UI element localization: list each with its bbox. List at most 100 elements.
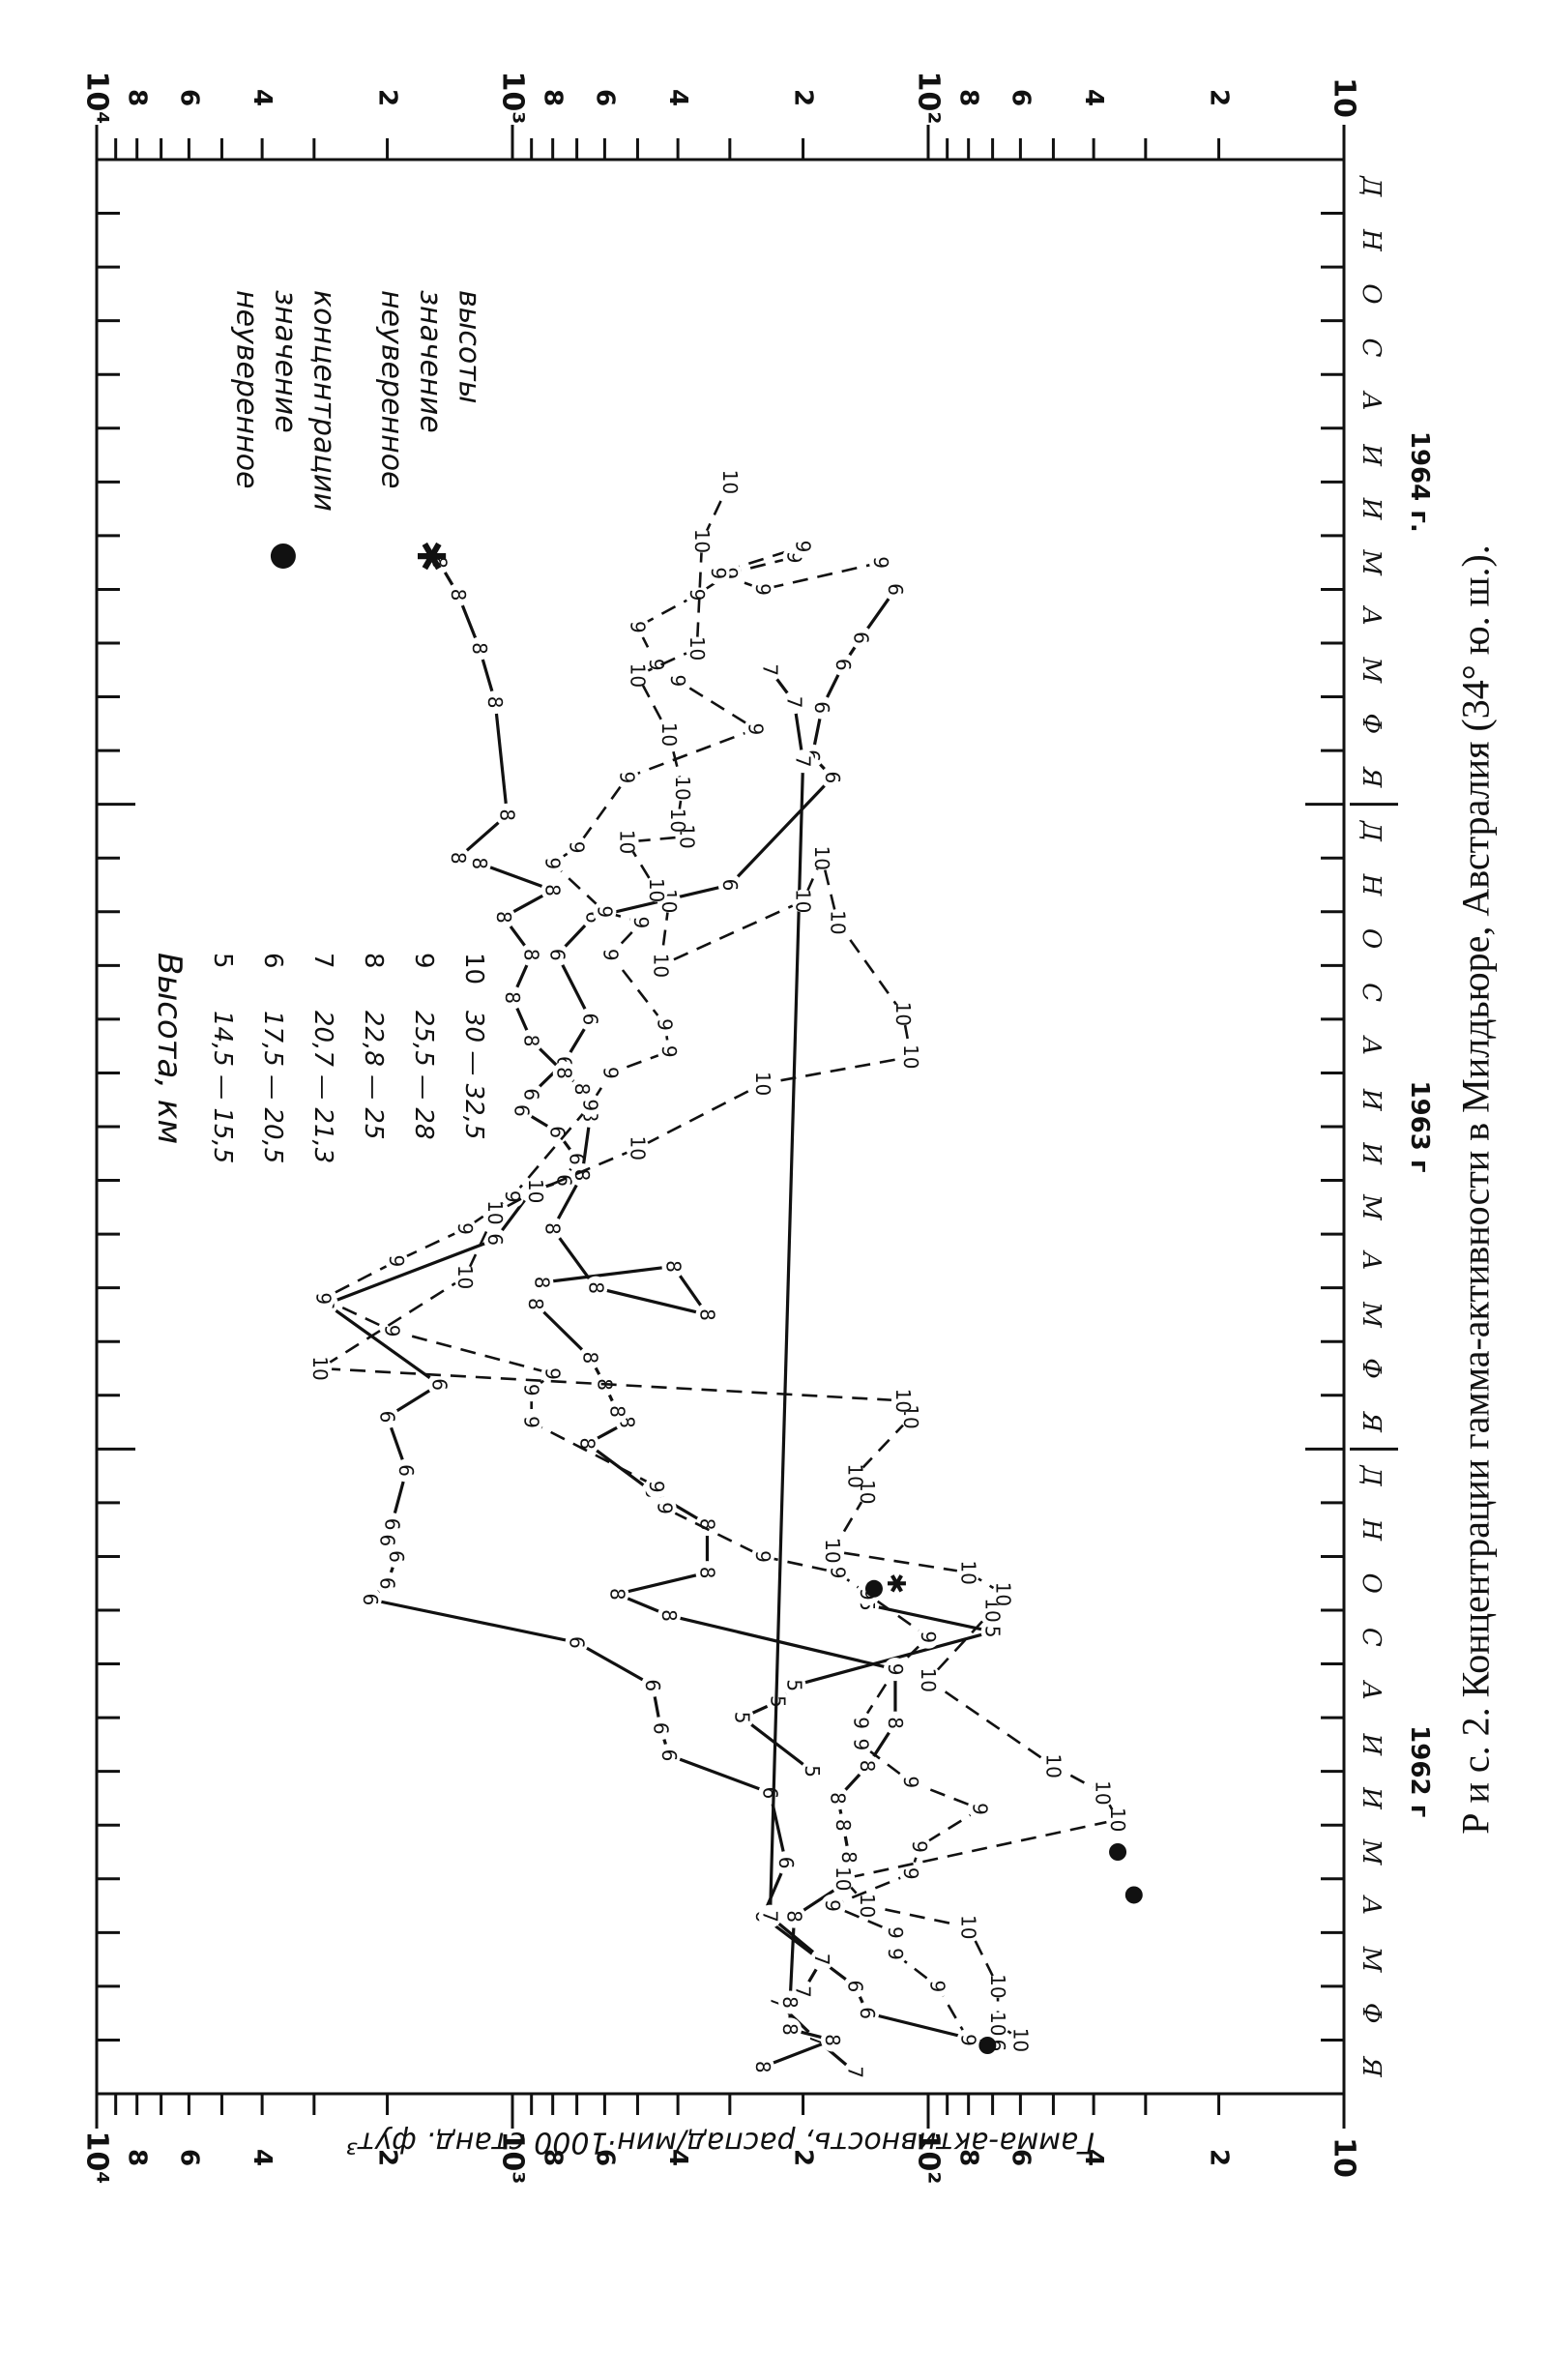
point-label-6: 6 <box>856 2007 879 2019</box>
point-label-7: 7 <box>782 696 805 709</box>
point-label-8: 8 <box>856 1760 879 1773</box>
point-label-8: 8 <box>570 1083 594 1096</box>
point-bg <box>467 636 491 661</box>
point-label-8: 8 <box>584 1281 607 1294</box>
point-bg <box>826 1561 850 1585</box>
legend-range: 17,5 — 20,5 <box>258 1011 287 1163</box>
month-label: М <box>1357 1301 1386 1329</box>
month-label: Н <box>1357 228 1386 252</box>
point-bg <box>311 1286 336 1310</box>
point-bg <box>540 1217 565 1241</box>
point-label-8: 8 <box>468 642 491 655</box>
point-bg <box>706 561 730 585</box>
point-bg <box>766 1690 790 1714</box>
point-label-8: 8 <box>605 1588 628 1601</box>
point-bg <box>593 899 617 924</box>
legend-code: 9 <box>409 953 438 969</box>
point-label-10: 10 <box>649 954 672 978</box>
point-label-6: 6 <box>649 1722 672 1735</box>
point-label-9: 9 <box>884 1663 907 1676</box>
month-label: М <box>1357 548 1386 576</box>
point-bg <box>653 1013 677 1037</box>
point-bg <box>856 1894 880 1918</box>
point-label-9: 9 <box>593 905 616 918</box>
point-bg <box>578 1345 602 1369</box>
month-label: М <box>1357 1946 1386 1974</box>
point-bg <box>1106 1807 1130 1832</box>
legend-symbol-text: неуверенное <box>230 290 264 489</box>
month-label: А <box>1357 1895 1386 1916</box>
point-bg <box>810 846 834 870</box>
point-bg <box>657 722 682 747</box>
point-label-10: 10 <box>1092 1780 1115 1805</box>
point-bg <box>626 615 650 639</box>
value-tick-label-top: 10⁴ <box>80 72 114 125</box>
point-bg <box>670 777 694 800</box>
point-label-9: 9 <box>908 1840 931 1853</box>
month-label: С <box>1357 1628 1386 1647</box>
value-tick-label-bottom: 10² <box>912 2131 946 2185</box>
point-bg <box>519 1410 543 1434</box>
point-bg <box>810 695 834 720</box>
month-label: М <box>1357 1193 1386 1221</box>
year-label: 1962 г <box>1405 1725 1434 1817</box>
point-bg <box>380 1319 404 1343</box>
point-bg <box>856 1754 880 1778</box>
legend-code: 6 <box>258 953 287 969</box>
point-label-8: 8 <box>520 1035 543 1047</box>
month-label: М <box>1357 656 1386 684</box>
legend-symbol-text: значение <box>269 290 303 433</box>
point-bg <box>899 1862 923 1886</box>
point-bg <box>782 690 806 715</box>
point-bg <box>837 1845 861 1869</box>
point-label-10: 10 <box>666 808 689 833</box>
point-bg <box>495 803 519 827</box>
point-label-6: 6 <box>376 1411 399 1424</box>
point-label-10: 10 <box>986 1974 1009 1998</box>
value-tick-label-top: 2 <box>373 89 402 106</box>
month-label: М <box>1357 1838 1386 1866</box>
point-label-9: 9 <box>899 1867 922 1880</box>
point-bg <box>991 1582 1015 1606</box>
value-tick-label-top: 6 <box>1006 89 1035 106</box>
point-label-9: 9 <box>869 556 892 569</box>
axes: 10102244668810²10²2244668810³10³22446688… <box>80 72 1435 2185</box>
point-bg <box>832 1813 856 1837</box>
point-bg <box>394 1458 419 1483</box>
value-tick-label-bottom: 10 <box>1328 2137 1361 2178</box>
legend-range: 20,7 — 21,3 <box>308 1011 337 1163</box>
point-bg <box>791 535 815 558</box>
point-bg <box>375 1405 399 1428</box>
point-bg <box>826 1786 850 1810</box>
month-label: А <box>1357 1249 1386 1271</box>
point-label-8: 8 <box>782 1910 805 1923</box>
point-label-6: 6 <box>359 1594 382 1606</box>
point-label-8: 8 <box>530 1277 553 1289</box>
point-bg <box>774 1851 798 1875</box>
series-10: 1010101010101010101010101010101010101010… <box>308 470 1130 2052</box>
point-label-10: 10 <box>843 1463 866 1487</box>
point-bg <box>820 1894 844 1918</box>
point-label-9: 9 <box>821 1899 844 1912</box>
point-label-7: 7 <box>759 663 782 676</box>
point-bg <box>890 1002 915 1026</box>
point-label-5: 5 <box>801 1765 824 1778</box>
point-label-6: 6 <box>821 772 844 784</box>
point-label-10: 10 <box>899 1044 922 1069</box>
point-label-8: 8 <box>427 556 451 569</box>
point-bg <box>540 1362 565 1386</box>
series-6: 6666666666666666666666666666666666666 <box>314 577 1010 2057</box>
value-tick-label-top: 8 <box>954 89 983 106</box>
uncertain-concentration-marker <box>1124 1886 1143 1904</box>
legend-range: 22,8 — 25 <box>359 1011 388 1140</box>
point-bg <box>540 851 565 875</box>
point-bg <box>446 583 470 606</box>
point-label-9: 9 <box>453 1222 477 1235</box>
point-label-5: 5 <box>981 1626 1005 1638</box>
point-label-8: 8 <box>884 1717 907 1729</box>
point-bg <box>791 749 815 774</box>
value-tick-label-top: 4 <box>663 89 692 106</box>
month-label: И <box>1357 1141 1386 1165</box>
point-bg <box>380 1513 404 1537</box>
